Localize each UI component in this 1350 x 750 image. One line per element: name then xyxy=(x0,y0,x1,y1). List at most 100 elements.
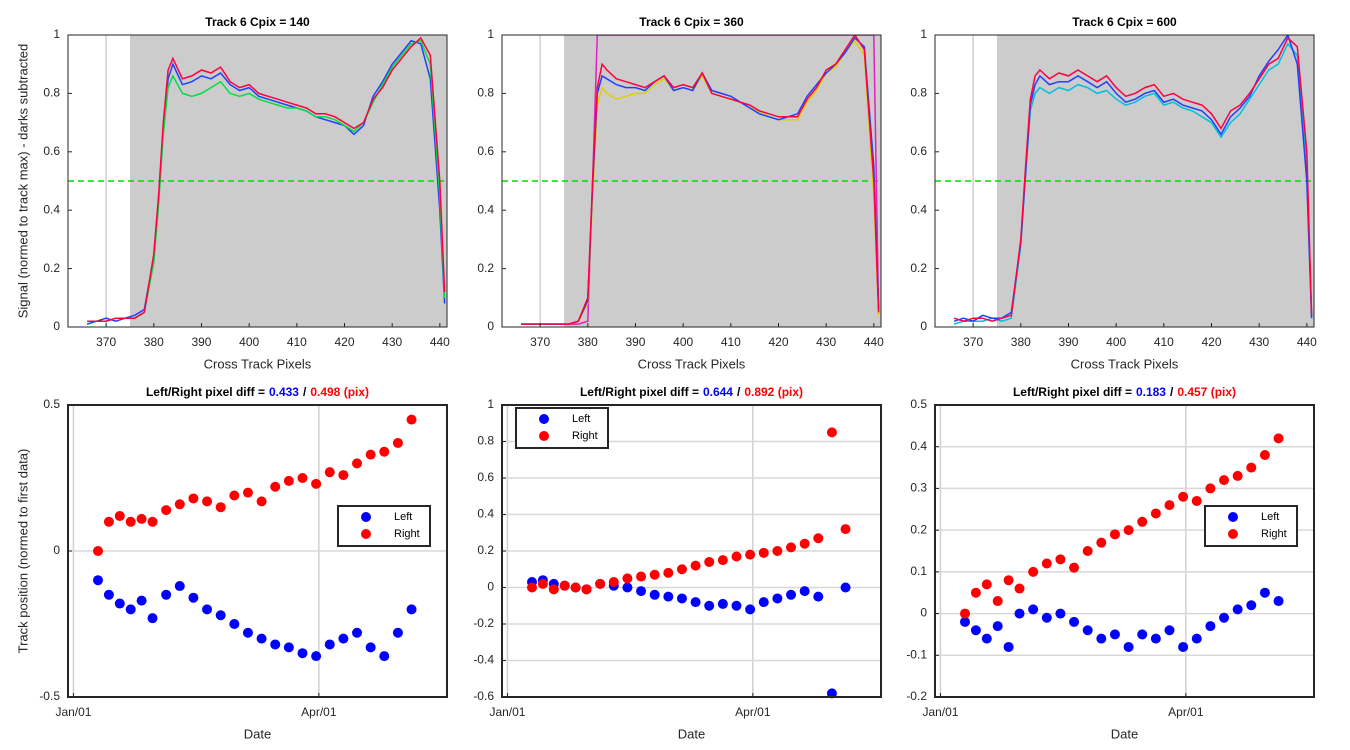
x-tick-label: 370 xyxy=(963,335,983,349)
point xyxy=(981,633,992,644)
y-tick-label: 0.8 xyxy=(477,86,494,100)
x-tick-label: Jan/01 xyxy=(55,705,91,719)
left-diff: 0.644 xyxy=(703,385,733,399)
point xyxy=(338,470,349,481)
point xyxy=(676,564,687,575)
y-tick-label: 0 xyxy=(920,319,927,333)
point xyxy=(663,591,674,602)
point xyxy=(731,600,742,611)
point xyxy=(136,595,147,606)
y-tick-label: 0.5 xyxy=(910,397,927,411)
x-tick-label: 370 xyxy=(96,335,116,349)
y-tick-label: 0.1 xyxy=(910,564,927,578)
legend-label: Left xyxy=(572,413,590,425)
right-diff: 0.892 (pix) xyxy=(744,385,803,399)
chart-title: Track 6 Cpix = 360 xyxy=(639,15,744,29)
point xyxy=(202,496,213,507)
signal-line xyxy=(953,36,1313,322)
y-tick-label: -0.6 xyxy=(473,689,494,703)
point xyxy=(1205,483,1216,494)
point xyxy=(526,582,537,593)
point xyxy=(1259,450,1270,461)
y-tick-label: 0 xyxy=(53,319,60,333)
x-tick-label: 410 xyxy=(721,335,741,349)
point xyxy=(1137,516,1148,527)
point xyxy=(1014,608,1025,619)
x-tick-label: 430 xyxy=(1249,335,1269,349)
point xyxy=(352,458,363,469)
x-tick-label: 420 xyxy=(1201,335,1221,349)
point xyxy=(1123,641,1134,652)
y-tick-label: 0.5 xyxy=(43,397,60,411)
x-tick-label: 380 xyxy=(144,335,164,349)
point xyxy=(125,516,136,527)
x-axis-label: Cross Track Pixels xyxy=(638,356,746,371)
point xyxy=(352,627,363,638)
point xyxy=(114,510,125,521)
x-tick-label: 400 xyxy=(1106,335,1126,349)
x-tick-label: 370 xyxy=(530,335,550,349)
legend-marker xyxy=(361,529,371,539)
y-axis-label: Signal (normed to track max) - darks sub… xyxy=(15,44,30,319)
point xyxy=(745,604,756,615)
axes-box xyxy=(67,34,448,328)
point xyxy=(1178,641,1189,652)
y-tick-label: 0.4 xyxy=(43,202,60,216)
point xyxy=(188,493,199,504)
y-tick-label: 0.6 xyxy=(910,144,927,158)
point xyxy=(622,582,633,593)
legend: Left Right xyxy=(1204,505,1298,547)
point xyxy=(1096,633,1107,644)
point xyxy=(256,633,267,644)
y-tick-label: 1 xyxy=(487,27,494,41)
y-tick-label: 1 xyxy=(487,397,494,411)
point xyxy=(772,546,783,556)
point xyxy=(1096,537,1107,548)
point xyxy=(1069,562,1080,573)
x-axis-label: Date xyxy=(244,726,271,741)
y-tick-label: 0 xyxy=(487,580,494,594)
point xyxy=(813,533,824,544)
point xyxy=(717,598,728,609)
y-tick-label: -0.2 xyxy=(473,616,494,630)
point xyxy=(297,473,308,483)
chart-title: Track 6 Cpix = 140 xyxy=(205,15,310,29)
legend-marker xyxy=(361,512,371,522)
point xyxy=(379,446,390,457)
point xyxy=(136,513,147,524)
point xyxy=(311,651,322,662)
axes-box xyxy=(934,34,1315,328)
legend-label: Right xyxy=(572,430,598,442)
signal-line xyxy=(521,35,880,325)
point xyxy=(1273,433,1284,444)
point xyxy=(1191,633,1202,644)
point xyxy=(786,589,797,600)
point xyxy=(103,516,114,527)
point xyxy=(392,437,403,448)
point xyxy=(799,586,810,597)
point xyxy=(676,593,687,604)
x-tick-label: 380 xyxy=(578,335,598,349)
point xyxy=(537,578,548,589)
point xyxy=(1082,625,1093,636)
point xyxy=(622,573,633,584)
point xyxy=(992,621,1003,632)
point xyxy=(1273,596,1284,607)
point xyxy=(581,584,592,595)
point xyxy=(1082,546,1093,556)
point xyxy=(1123,525,1134,536)
y-tick-label: -0.4 xyxy=(473,653,494,667)
point xyxy=(826,688,837,699)
point xyxy=(745,549,756,560)
point xyxy=(1246,462,1257,473)
point xyxy=(242,487,253,498)
x-tick-label: Jan/01 xyxy=(489,705,525,719)
x-tick-label: Jan/01 xyxy=(922,705,958,719)
point xyxy=(1232,470,1243,481)
right-diff: 0.457 (pix) xyxy=(1177,385,1236,399)
y-tick-label: 1 xyxy=(53,27,60,41)
point xyxy=(570,582,581,593)
point xyxy=(283,475,294,486)
point xyxy=(1028,566,1039,577)
point xyxy=(1137,629,1148,640)
